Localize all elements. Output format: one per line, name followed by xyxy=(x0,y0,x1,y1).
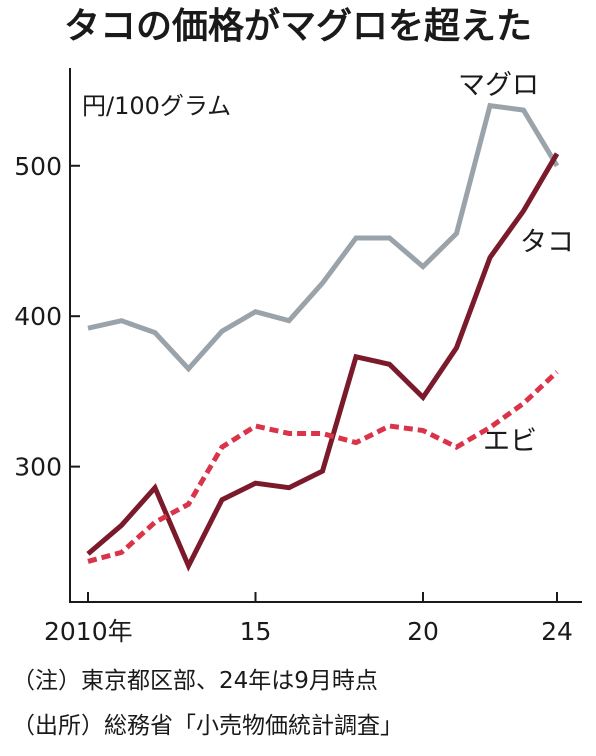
series-line-maguro xyxy=(87,102,560,373)
series-line-tako xyxy=(86,152,560,572)
series-line-ebi xyxy=(87,370,559,564)
x-tick-label: 24 xyxy=(541,617,573,646)
note-text: （注）東京都区部、24年は9月時点 xyxy=(12,668,378,694)
unit-label: 円/100グラム xyxy=(82,92,231,120)
y-tick-label: 400 xyxy=(14,302,62,331)
source-text: （出所）総務省「小売物価統計調査」 xyxy=(12,713,403,739)
series-label-tako: タコ xyxy=(520,227,574,258)
x-tick-label: 20 xyxy=(407,617,439,646)
x-tick-label: 15 xyxy=(240,617,272,646)
y-tick-label: 300 xyxy=(14,453,62,482)
y-tick-label: 500 xyxy=(14,152,62,181)
series-label-maguro: マグロ xyxy=(458,70,539,101)
x-axis-ticks: 2010年 15 20 24 xyxy=(44,592,573,646)
series-label-ebi: エビ xyxy=(483,426,537,457)
x-tick-label: 2010年 xyxy=(44,617,133,646)
chart-title: タコの価格がマグロを超えた xyxy=(64,6,532,47)
series-lines xyxy=(86,102,560,572)
y-axis-ticks: 300 400 500 xyxy=(14,152,80,482)
